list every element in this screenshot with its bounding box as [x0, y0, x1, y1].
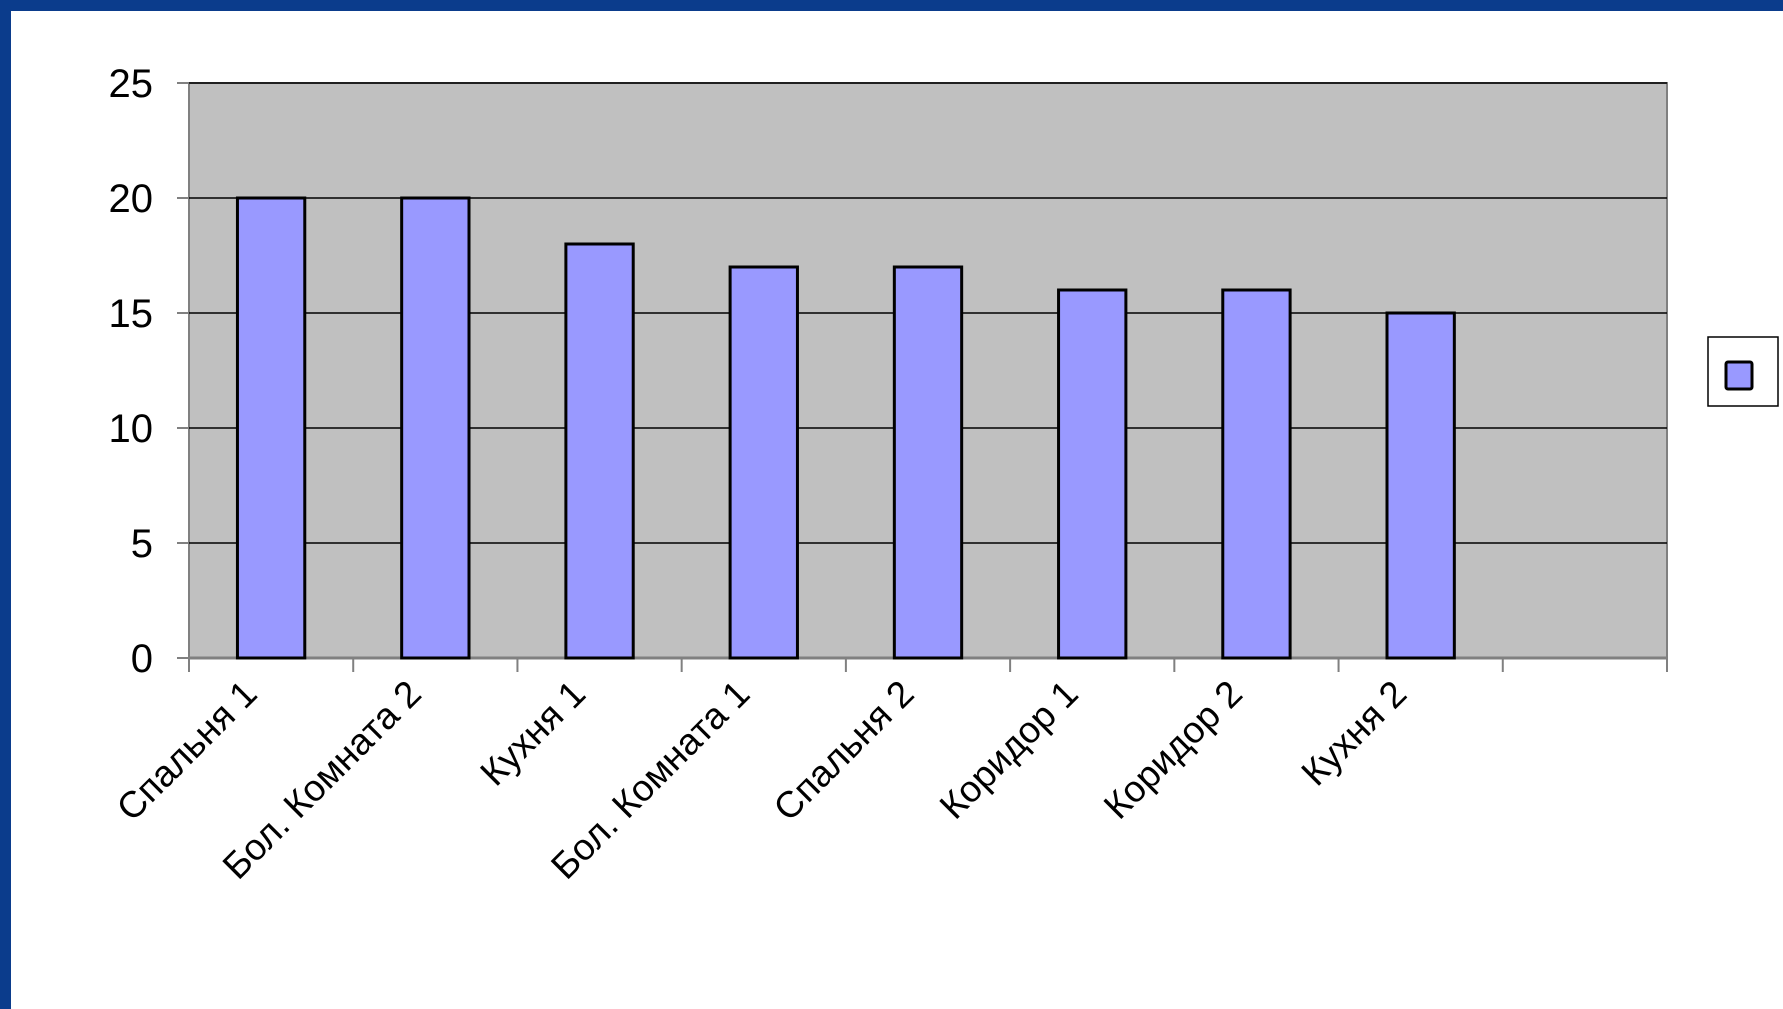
y-tick-label: 15 [109, 292, 154, 336]
bar [1221, 288, 1292, 660]
y-tick-label: 10 [109, 407, 154, 451]
bar [1057, 288, 1128, 660]
legend-swatch [1724, 360, 1754, 391]
y-tick-label: 0 [131, 637, 153, 681]
y-tick-label: 20 [109, 177, 154, 221]
y-tick-label: 25 [109, 62, 154, 106]
bar [892, 265, 964, 660]
bar [728, 265, 799, 660]
y-tick-label: 5 [131, 522, 153, 566]
bar [400, 196, 471, 660]
bar [1385, 311, 1456, 660]
bar [235, 196, 307, 660]
bar [564, 242, 635, 660]
